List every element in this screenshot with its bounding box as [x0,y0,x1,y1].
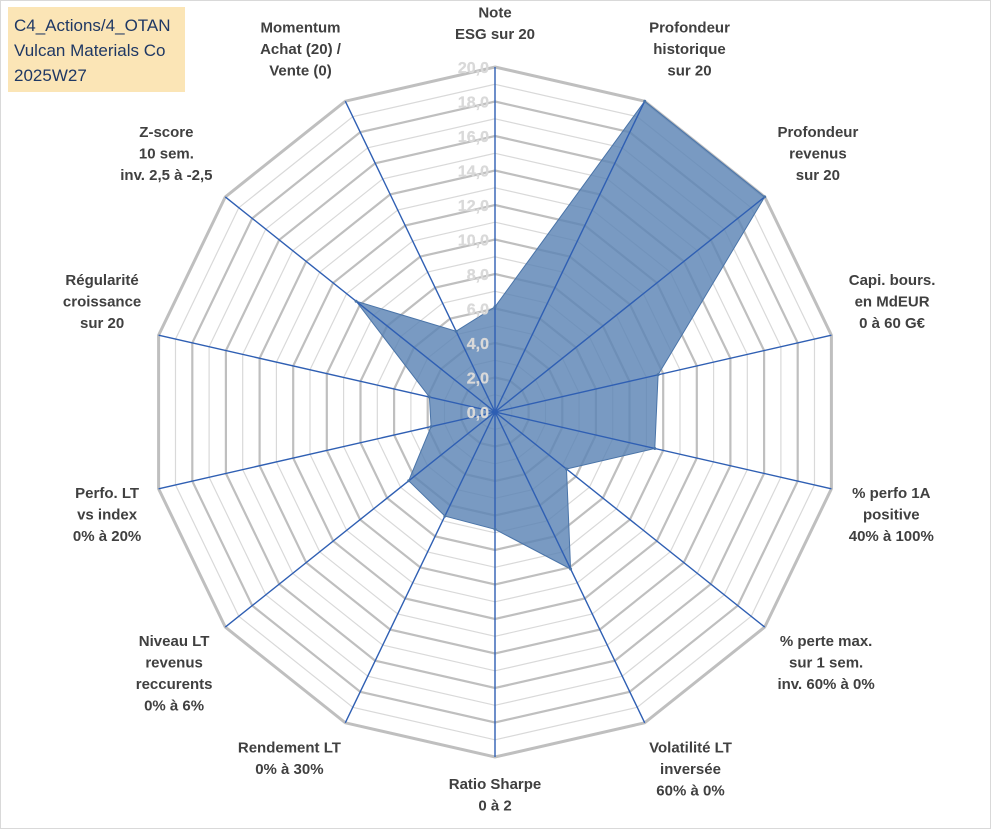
tick-label: 12,0 [458,198,489,215]
chart-title-box: C4_Actions/4_OTAN Vulcan Materials Co 20… [8,7,185,92]
axis-spoke [224,411,496,628]
tick-label: 2,0 [467,371,489,388]
axis-label: vs index [77,507,138,524]
axis-spoke [494,411,766,628]
axis-label: inversée [660,761,721,778]
tick-label: 6,0 [467,302,489,319]
axis-label: 0 à 60 G€ [859,315,926,332]
axis-label: 60% à 0% [656,783,724,800]
axis-label: inv. 60% à 0% [777,676,874,693]
axis-label: 0% à 6% [144,698,204,715]
axis-spoke [158,411,496,490]
axis-label: sur 20 [796,167,840,184]
axis-label: sur 20 [667,63,711,80]
data-point [454,329,458,333]
title-line-company: Vulcan Materials Co [14,41,166,60]
tick-label: 4,0 [467,336,489,353]
tick-label: 10,0 [458,233,489,250]
axis-label: Ratio Sharpe [449,776,542,793]
axis-label: en MdEUR [855,293,930,310]
axis-label: 10 sem. [139,145,194,162]
title-line-week: 2025W27 [14,66,87,85]
axis-label: Achat (20) / [260,41,342,58]
data-point [429,425,433,429]
axis-label: revenus [145,655,203,672]
tick-label: 0,0 [467,405,489,422]
axis-label: inv. 2,5 à -2,5 [120,167,212,184]
axis-label: Momentum [261,20,341,37]
axis-label: Régularité [65,272,138,289]
data-point [569,567,573,571]
axis-spoke [494,334,832,413]
data-point [653,447,657,450]
tick-label: 18,0 [458,95,489,112]
data-point [493,527,497,531]
axis-label: 0% à 30% [255,761,323,778]
axis-label: Profondeur [777,124,858,141]
tick-label: 20,0 [458,60,489,77]
axis-label: ESG sur 20 [455,26,535,43]
axis-label: 0 à 2 [478,798,511,815]
data-point [656,373,660,377]
data-point [407,479,411,483]
axis-label: croissance [63,293,141,310]
tick-label: 14,0 [458,164,489,181]
data-point [763,195,767,199]
axis-spoke [494,411,832,490]
axis-spoke [344,100,496,413]
axis-label: sur 1 sem. [789,655,863,672]
axis-spoke [224,196,496,413]
axis-label: Niveau LT [139,633,210,650]
axis-label: % perfo 1A [852,485,931,502]
axis-label: revenus [789,145,847,162]
axis-spoke [158,334,496,413]
title-line-portfolio: C4_Actions/4_OTAN [14,16,171,35]
axis-label: Rendement LT [238,740,341,757]
axis-label: 40% à 100% [849,528,934,545]
axis-label: historique [653,41,726,58]
data-point [643,99,647,103]
axis-label: reccurents [136,676,213,693]
axis-label: Note [478,5,511,22]
axis-label: 0% à 20% [73,528,141,545]
data-point [565,467,568,471]
axis-label: sur 20 [80,315,124,332]
axis-spoke [494,196,766,413]
axis-label: Z-score [139,124,193,141]
axis-spoke [494,100,646,413]
axis-spoke [344,411,496,724]
data-point [354,299,358,303]
axis-label: Perfo. LT [75,485,139,502]
data-point [427,395,431,399]
axis-label: Volatilité LT [649,740,732,757]
data-point [443,514,447,518]
axis-label: Vente (0) [269,63,332,80]
axis-spoke [494,411,646,724]
data-point [493,305,497,309]
tick-label: 16,0 [458,129,489,146]
axis-label: positive [863,507,920,524]
axis-label: Capi. bours. [849,272,936,289]
axis-label: Profondeur [649,20,730,37]
axis-label: % perte max. [780,633,873,650]
tick-label: 8,0 [467,267,489,284]
